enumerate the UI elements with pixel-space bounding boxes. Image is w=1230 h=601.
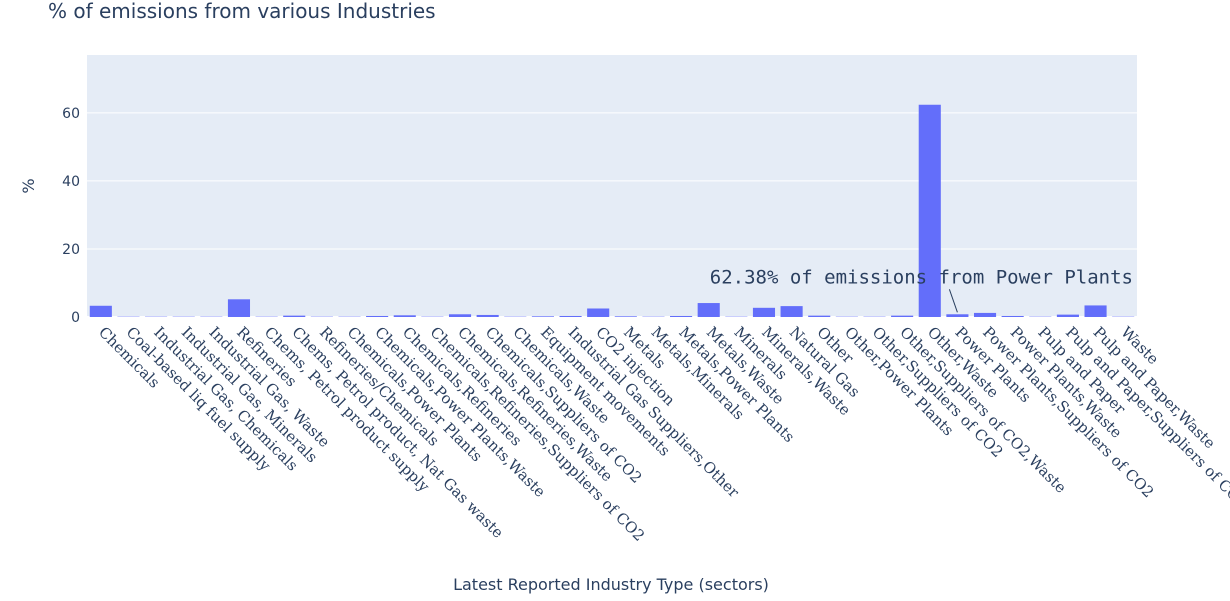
- bars: [89, 104, 1135, 317]
- bar: [587, 308, 610, 317]
- y-tick-label: 40: [62, 174, 80, 190]
- chart-title: % of emissions from various Industries: [48, 0, 436, 23]
- y-tick-label: 20: [62, 242, 80, 258]
- bar: [614, 316, 637, 317]
- bar: [393, 315, 416, 317]
- bar: [918, 104, 941, 317]
- bar: [283, 315, 306, 317]
- bar: [891, 315, 914, 317]
- bar: [752, 307, 776, 317]
- annotation: 62.38% of emissions from Power Plants: [710, 266, 1133, 313]
- annotation-arrow: [948, 289, 958, 313]
- bar: [973, 312, 997, 317]
- bar: [670, 315, 693, 317]
- bar: [559, 315, 582, 317]
- bar: [531, 316, 554, 317]
- bar: [1056, 314, 1079, 317]
- annotation-text: 62.38% of emissions from Power Plants: [710, 266, 1133, 288]
- y-tick-label: 60: [62, 106, 80, 122]
- y-axis-ticks: 0 20 40 60: [62, 106, 80, 326]
- bar: [697, 303, 720, 317]
- bar: [1084, 305, 1107, 317]
- bar: [946, 314, 969, 317]
- x-axis-title: Latest Reported Industry Type (sectors): [453, 575, 769, 594]
- bar: [89, 305, 112, 317]
- bar: [808, 315, 831, 317]
- bar: [227, 299, 251, 317]
- y-axis-title: %: [19, 178, 38, 193]
- bar: [448, 314, 472, 317]
- bar: [780, 306, 803, 317]
- plot-area: [87, 55, 1137, 317]
- y-tick-label: 0: [71, 310, 80, 326]
- bar: [476, 314, 499, 317]
- bar: [1001, 315, 1024, 317]
- bar: [366, 315, 389, 317]
